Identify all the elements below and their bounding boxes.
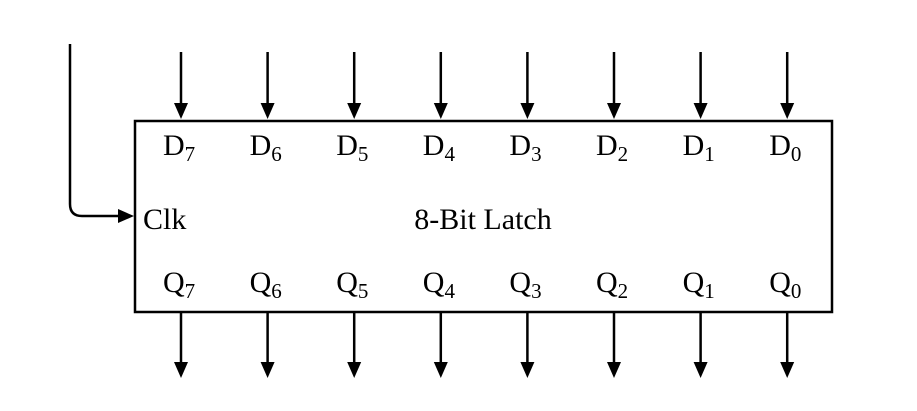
output-label: Q4	[423, 266, 456, 303]
output-subscript: 4	[444, 279, 455, 303]
clock-arrowhead	[118, 209, 134, 223]
input-subscript: 0	[791, 142, 802, 166]
output-subscript: 5	[358, 279, 369, 303]
input-letter: D	[163, 129, 185, 162]
input-subscript: 2	[618, 142, 629, 166]
input-letter: D	[423, 129, 445, 162]
output-subscript: 0	[791, 279, 802, 303]
input-subscript: 5	[358, 142, 369, 166]
output-label: Q2	[596, 266, 628, 303]
output-letter: Q	[336, 266, 358, 299]
input-label: D5	[336, 129, 368, 166]
input-arrowhead	[780, 103, 795, 119]
output-label: Q0	[769, 266, 801, 303]
input-letter: D	[769, 129, 791, 162]
input-arrowhead	[693, 103, 708, 119]
input-arrowhead	[260, 103, 275, 119]
input-arrowhead	[520, 103, 535, 119]
input-arrowhead	[607, 103, 621, 119]
input-label: D6	[250, 129, 282, 166]
input-arrowhead	[433, 103, 448, 119]
output-letter: Q	[683, 266, 705, 299]
input-label: D4	[423, 129, 456, 166]
latch-body	[133, 119, 834, 314]
data-outputs: Q7 Q6 Q5 Q4 Q3 Q2 Q1 Q0	[163, 266, 801, 378]
input-label: D2	[596, 129, 628, 166]
output-subscript: 1	[704, 279, 715, 303]
input-letter: D	[509, 129, 531, 162]
clock-wire	[68, 44, 120, 218]
output-subscript: 7	[185, 279, 196, 303]
input-subscript: 7	[185, 142, 196, 166]
output-subscript: 2	[618, 279, 629, 303]
latch-title: 8-Bit Latch	[414, 203, 551, 236]
output-letter: Q	[423, 266, 445, 299]
output-label: Q1	[683, 266, 715, 303]
output-arrowhead	[260, 362, 275, 378]
output-arrowhead	[780, 362, 795, 378]
output-arrowhead	[607, 362, 621, 378]
output-arrowhead	[347, 362, 362, 378]
output-letter: Q	[596, 266, 618, 299]
input-subscript: 1	[704, 142, 715, 166]
input-arrowhead	[174, 103, 188, 119]
input-label: D0	[769, 129, 801, 166]
output-arrowhead	[520, 362, 535, 378]
input-letter: D	[250, 129, 272, 162]
output-subscript: 6	[271, 279, 282, 303]
output-arrowhead	[693, 362, 708, 378]
input-letter: D	[683, 129, 705, 162]
output-arrowhead	[433, 362, 448, 378]
output-subscript: 3	[531, 279, 542, 303]
output-letter: Q	[250, 266, 272, 299]
output-label: Q6	[250, 266, 282, 303]
output-letter: Q	[163, 266, 185, 299]
clock-label: Clk	[143, 203, 186, 236]
input-subscript: 6	[271, 142, 282, 166]
output-arrowhead	[174, 362, 188, 378]
input-subscript: 4	[444, 142, 455, 166]
output-letter: Q	[509, 266, 531, 299]
output-label: Q3	[509, 266, 541, 303]
output-label: Q5	[336, 266, 368, 303]
input-label: D1	[683, 129, 715, 166]
data-inputs: D7 D6 D5 D4 D3 D2 D1 D0	[163, 52, 801, 166]
input-label: D3	[509, 129, 541, 166]
input-subscript: 3	[531, 142, 542, 166]
output-label: Q7	[163, 266, 195, 303]
input-arrowhead	[347, 103, 362, 119]
output-letter: Q	[769, 266, 791, 299]
input-letter: D	[596, 129, 618, 162]
input-letter: D	[336, 129, 358, 162]
input-label: D7	[163, 129, 195, 166]
